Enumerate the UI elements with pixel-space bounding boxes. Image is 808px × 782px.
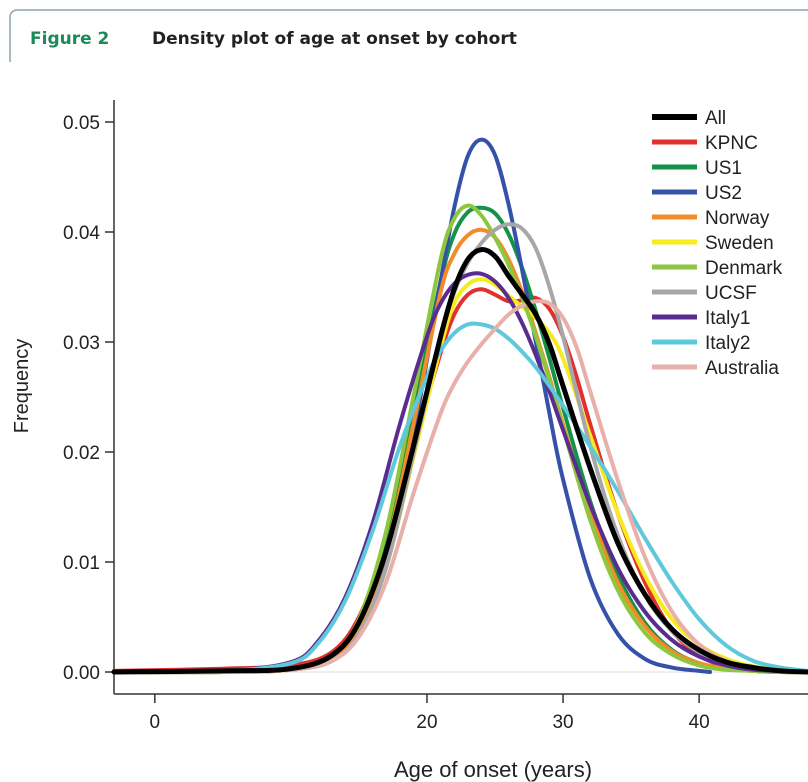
- legend-label-ucsf: UCSF: [705, 283, 757, 304]
- x-tick-label: 30: [552, 712, 573, 733]
- series-lines: [111, 137, 808, 675]
- x-tick-label: 0: [150, 712, 161, 733]
- x-tick-label: 40: [689, 712, 710, 733]
- legend: All KPNC US1 US2 Norway Sweden Denmark UCSF Ital…: [652, 108, 783, 379]
- legend-label-italy2: Italy2: [705, 333, 750, 354]
- legend-label-kpnc: KPNC: [705, 133, 758, 154]
- series-line-all: [111, 247, 808, 675]
- legend-label-us2: US2: [705, 183, 742, 204]
- legend-label-us1: US1: [705, 158, 742, 179]
- series-line-australia: [112, 299, 808, 675]
- figure-header: Figure 2 Density plot of age at onset by…: [0, 0, 808, 70]
- figure-header-frame: [9, 9, 808, 62]
- series-line-norway: [112, 227, 808, 675]
- y-tick-label: 0.01: [63, 553, 100, 574]
- legend-label-sweden: Sweden: [705, 233, 774, 254]
- y-tick-label: 0.02: [63, 443, 100, 464]
- series-line-italy2: [112, 321, 808, 674]
- legend-label-denmark: Denmark: [705, 258, 783, 279]
- series-line-sweden: [112, 277, 808, 675]
- x-tick-label: 20: [416, 712, 437, 733]
- y-tick-label: 0.05: [63, 113, 100, 134]
- legend-label-all: All: [705, 108, 726, 129]
- figure-title: Density plot of age at onset by cohort: [152, 29, 517, 49]
- y-axis-label: Frequency: [11, 339, 33, 434]
- x-axis-label: Age of onset (years): [394, 757, 592, 782]
- series-line-kpnc: [112, 287, 808, 675]
- y-tick-label: 0.03: [63, 333, 100, 354]
- legend-label-australia: Australia: [705, 358, 779, 379]
- y-tick-label: 0.00: [63, 663, 100, 684]
- axes: 0.00 0.01 0.02 0.03 0.04 0.05 0 20 30 40: [63, 100, 808, 733]
- figure-label: Figure 2: [30, 29, 110, 49]
- legend-label-norway: Norway: [705, 208, 770, 229]
- series-line-italy1: [112, 271, 808, 675]
- y-tick-label: 0.04: [63, 223, 100, 244]
- legend-label-italy1: Italy1: [705, 308, 750, 329]
